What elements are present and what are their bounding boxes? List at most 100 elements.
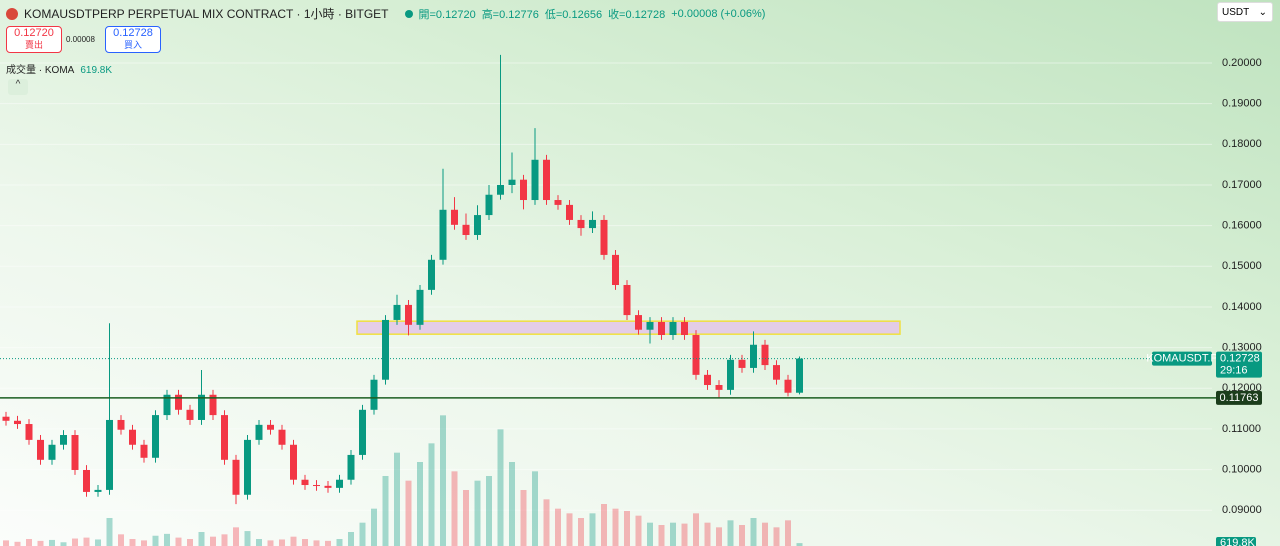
volume-bar	[313, 540, 320, 546]
volume-bar	[152, 535, 159, 546]
buy-price: 0.12728	[113, 27, 153, 39]
volume-bar	[716, 527, 722, 546]
volume-bar	[221, 534, 228, 546]
price-label: 0.12728	[1220, 353, 1260, 365]
sell-button[interactable]: 0.12720 賣出	[6, 26, 62, 53]
volume-bar	[348, 532, 354, 546]
volume-bar	[428, 443, 435, 546]
candle-body	[244, 439, 251, 495]
candle-body	[566, 204, 573, 220]
ohlc-change: +0.00008 (+0.06%)	[671, 7, 766, 20]
volume-bar	[359, 522, 366, 546]
currency-select[interactable]: USDT ⌄	[1217, 2, 1273, 22]
candle-body	[474, 215, 481, 235]
y-tick-label: 0.17000	[1222, 179, 1262, 191]
volume-bar	[336, 539, 343, 546]
currency: USDT	[1222, 7, 1250, 18]
ohlc-open: 開=0.12720	[418, 8, 476, 21]
y-tick-label: 0.09000	[1222, 504, 1262, 516]
volume-bar	[532, 471, 538, 546]
candle-body	[359, 409, 366, 455]
buy-button[interactable]: 0.12728 買入	[105, 26, 161, 53]
candle-body	[485, 194, 493, 216]
candle-body	[94, 489, 102, 492]
volume-bar	[118, 534, 124, 546]
volume-bar	[739, 525, 745, 546]
candle-body	[600, 219, 608, 255]
zone-box	[356, 320, 901, 335]
candle-body	[267, 424, 274, 430]
volume-bar	[302, 539, 308, 546]
volume-bar	[405, 480, 412, 546]
ohlc-low: 低=0.12656	[544, 8, 603, 21]
volume-bar	[704, 522, 711, 546]
header: KOMAUSDTPERP PERPETUAL MIX CONTRACT · 1小…	[6, 5, 765, 22]
ohlc-close: 收=0.12728	[608, 8, 666, 21]
countdown: 29:16	[1220, 365, 1248, 377]
volume-bar	[555, 508, 561, 546]
volume-bar	[198, 532, 205, 546]
candle-body	[589, 219, 596, 229]
volume-bar	[37, 540, 44, 546]
volume-bar	[256, 539, 262, 546]
volume-bar	[773, 527, 780, 546]
candle-body	[198, 394, 205, 420]
candle-body	[221, 415, 228, 460]
volume-bar	[417, 462, 423, 546]
volume-bar	[187, 539, 193, 546]
y-tick-label: 0.18000	[1222, 138, 1262, 150]
candle-body	[48, 444, 56, 460]
volume-bar	[566, 513, 573, 546]
volume-value: 619.8K	[80, 65, 113, 76]
volume-bar	[463, 490, 469, 546]
candle-body	[623, 284, 631, 316]
y-tick-label: 0.19000	[1222, 98, 1262, 110]
volume-bar	[175, 537, 182, 546]
candle-body	[773, 365, 780, 380]
volume-bar	[3, 540, 9, 546]
volume-bar	[141, 540, 147, 546]
candle-body	[60, 435, 67, 445]
candle-body	[2, 416, 10, 421]
candle-body	[439, 209, 447, 260]
y-tick-label: 0.11000	[1222, 423, 1261, 435]
volume-bar	[440, 415, 446, 546]
ohlc-high: 高=0.12776	[481, 8, 539, 21]
volume-bar	[750, 518, 757, 546]
level-label: 0.11763	[1220, 392, 1259, 404]
candle-body	[175, 394, 182, 410]
candle-body	[313, 485, 320, 487]
candle-body	[692, 334, 700, 375]
candle-body	[106, 419, 113, 490]
volume-bar	[578, 518, 584, 546]
volume-bar	[647, 522, 653, 546]
volume-bar	[785, 520, 791, 546]
volume-bar	[589, 513, 596, 546]
symbol-title: KOMAUSDTPERP PERPETUAL MIX CONTRACT · 1小…	[24, 7, 389, 21]
level-tag	[1216, 390, 1262, 405]
volume-legend: 成交量 · KOMA 619.8K	[6, 61, 112, 76]
sell-label: 賣出	[24, 40, 43, 50]
symbol-tag	[1152, 351, 1212, 366]
volume-bar	[681, 523, 688, 546]
candle-body	[796, 358, 803, 393]
collapse-button[interactable]: ^	[8, 79, 28, 95]
buy-label: 買入	[123, 40, 142, 50]
candle-body	[37, 439, 44, 460]
volume-bar	[693, 513, 699, 546]
volume-bar	[394, 452, 400, 546]
volume-bar	[520, 490, 527, 546]
candle-body	[14, 420, 21, 425]
symbol-label: KOMAUSDT.P	[1146, 353, 1218, 365]
candle-body	[186, 409, 194, 420]
candle-body	[129, 429, 136, 445]
y-tick-label: 0.15000	[1222, 260, 1262, 272]
candle-body	[117, 419, 125, 430]
volume-bar	[601, 504, 607, 546]
candle-body	[405, 304, 412, 325]
candle-body	[646, 321, 654, 330]
candle-body	[658, 321, 665, 335]
volume-bar	[60, 542, 67, 546]
